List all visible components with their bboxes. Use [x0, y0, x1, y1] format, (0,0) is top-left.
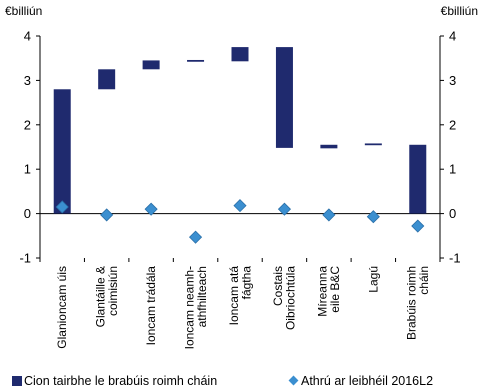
left-tick-label: 3 [24, 73, 31, 88]
left-tick-label: 4 [24, 29, 31, 44]
category-labels: Glanioncam úis Glantáille &coimisiún Ionca… [55, 266, 431, 350]
marker-point [55, 200, 69, 214]
category-label: fágtha [239, 266, 253, 300]
category-label: eile B&C [328, 266, 342, 313]
marker-point [100, 208, 114, 222]
category-label: Ioncam atá [227, 266, 241, 326]
category-label: athfhilteach [195, 266, 209, 327]
marker-point [277, 202, 292, 216]
marker-point [322, 208, 336, 222]
marker-point [144, 202, 158, 216]
right-tick-label: 1 [449, 162, 456, 177]
bar [53, 89, 71, 214]
bar [320, 144, 338, 149]
category-label: Costais [271, 266, 285, 306]
right-tick-label: 0 [449, 206, 456, 221]
left-tick-label: -1 [19, 251, 31, 266]
legend-bar-swatch [12, 376, 22, 386]
left-tick-label: 2 [24, 117, 31, 132]
left-axis-unit: €billiún [5, 4, 42, 18]
bar [231, 47, 249, 62]
category-label: Míreanna [316, 266, 330, 317]
right-axis-unit: €billiún [441, 4, 478, 18]
axes: -1 -1 0 0 1 1 2 2 3 3 4 4 [19, 29, 460, 266]
category-label: coimisiún [106, 266, 120, 316]
right-tick-label: 4 [449, 29, 456, 44]
marker-point [188, 230, 203, 244]
legend: Cion tairbhe le brabúis roimh cháin Athr… [12, 374, 433, 388]
category-label: Ioncam trádála [144, 266, 158, 346]
markers [55, 199, 425, 244]
legend-marker-swatch [288, 375, 299, 386]
legend-marker-label: Athrú ar leibhéil 2016L2 [301, 374, 433, 388]
category-label: Brabúis roimh [405, 266, 419, 340]
bar [187, 59, 205, 62]
category-label: Glanioncam úis [55, 266, 69, 349]
marker-point [233, 199, 247, 213]
bar [142, 60, 160, 70]
category-label: Lagú [366, 266, 380, 293]
bars [53, 47, 427, 214]
left-tick-label: 1 [24, 162, 31, 177]
category-label: Ioncam neamh- [182, 266, 196, 349]
right-tick-label: 2 [449, 117, 456, 132]
bar [364, 143, 382, 146]
category-label: Glantáille & [93, 266, 107, 327]
bar [409, 144, 427, 214]
left-tick-label: 0 [24, 206, 31, 221]
category-label: cháin [417, 266, 431, 295]
bar [98, 69, 116, 90]
marker-point [366, 210, 380, 224]
marker-point [411, 219, 425, 233]
category-label: Oibriochtúla [284, 266, 298, 330]
right-tick-label: -1 [449, 251, 461, 266]
bar [275, 47, 293, 148]
legend-bar-label: Cion tairbhe le brabúis roimh cháin [24, 374, 217, 388]
right-tick-label: 3 [449, 73, 456, 88]
